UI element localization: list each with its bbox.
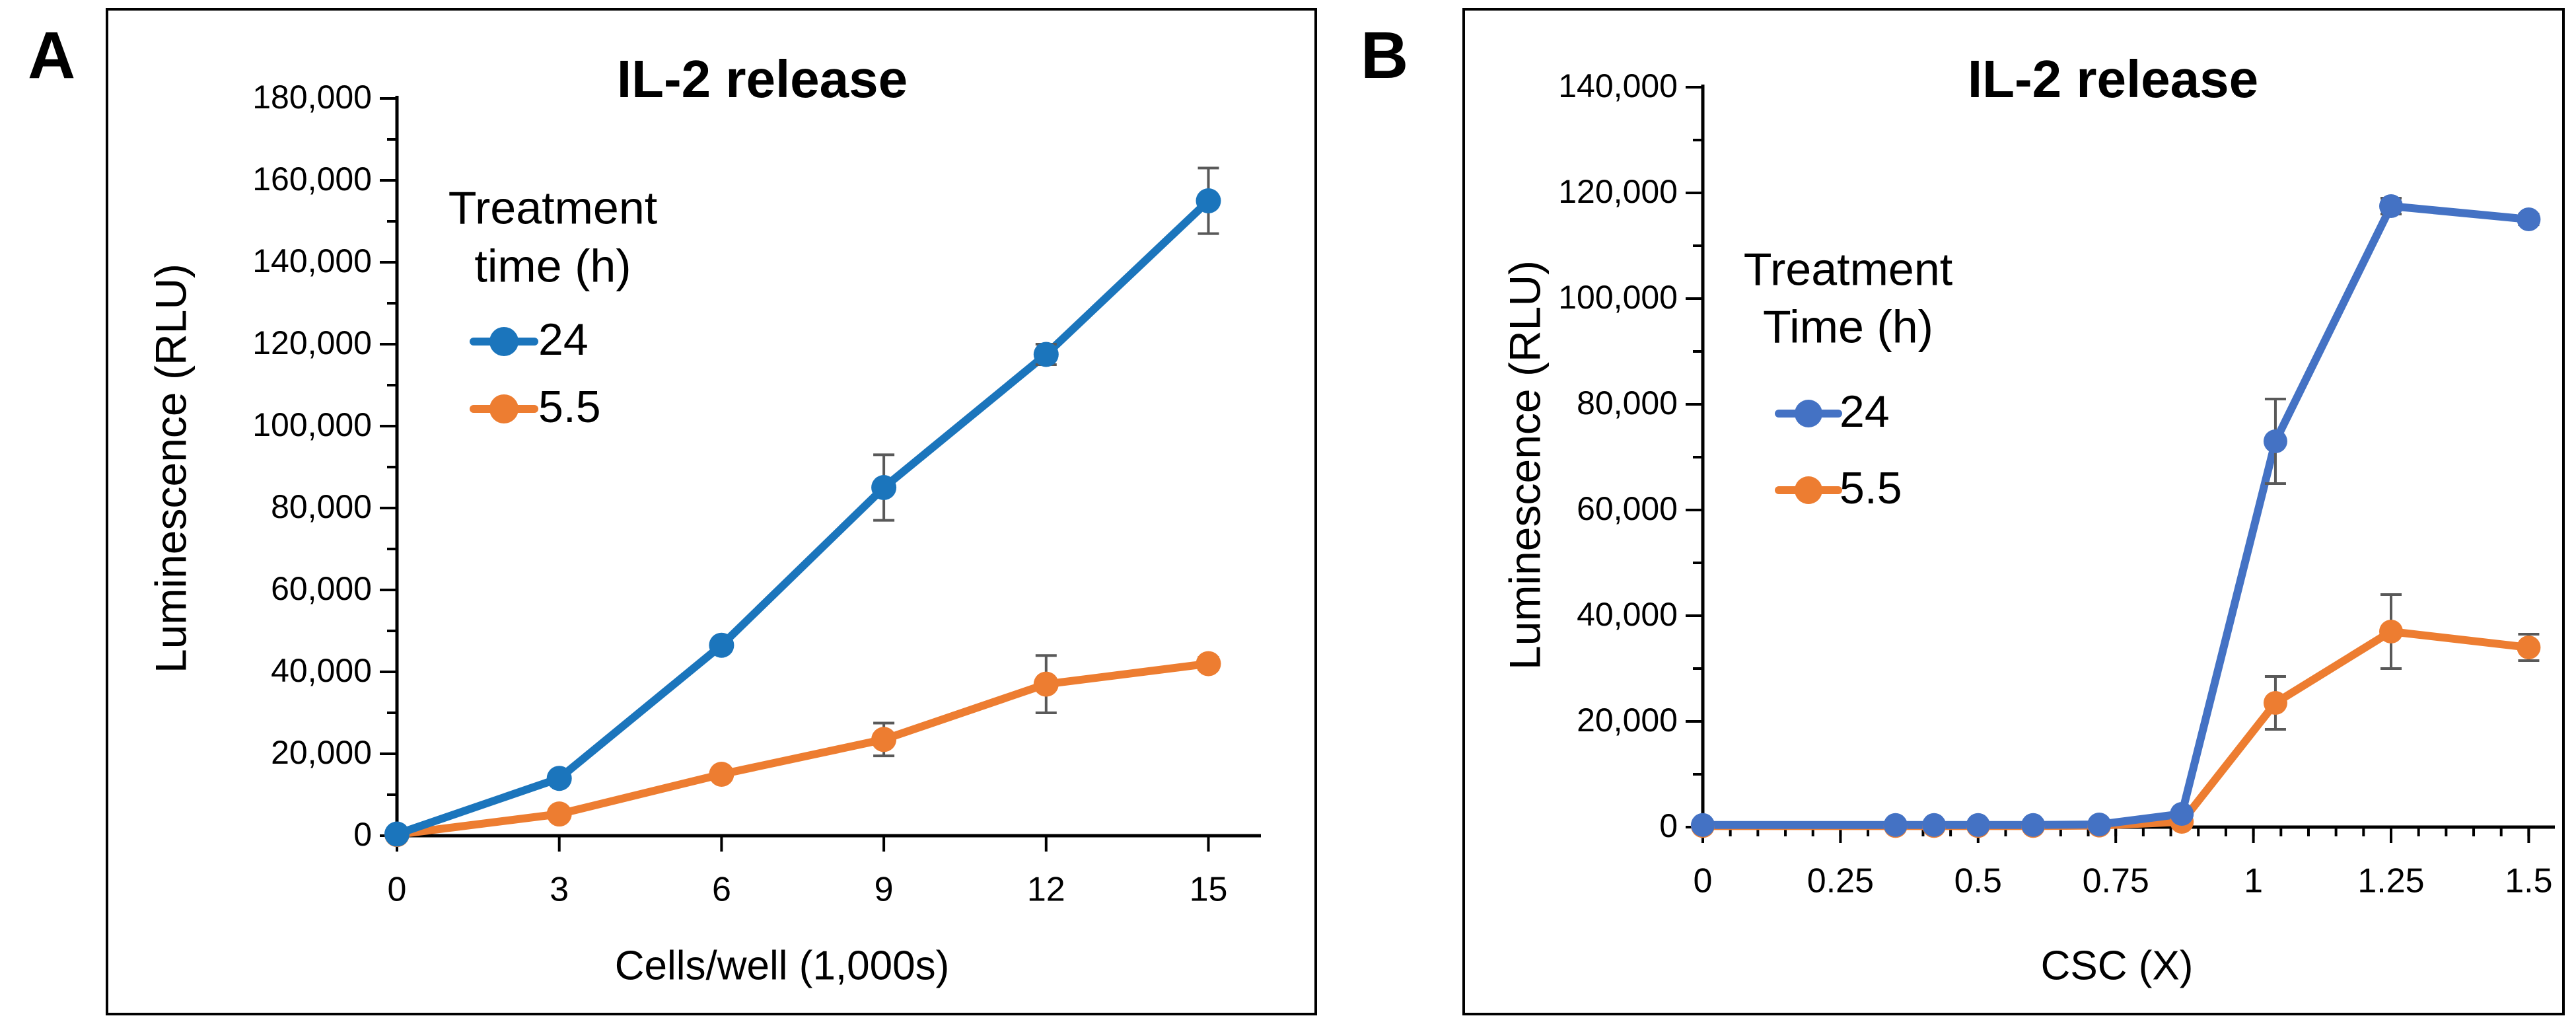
y-tick-label: 160,000 <box>252 161 372 198</box>
y-tick-label: 140,000 <box>252 242 372 279</box>
y-tick-label: 0 <box>1659 807 1678 844</box>
data-point-marker-5.5 <box>1196 651 1221 676</box>
series-line-5.5 <box>393 659 1213 839</box>
x-tick-label: 15 <box>1190 871 1228 909</box>
legend-title-line: time (h) <box>474 240 631 291</box>
legend-marker-dot-24 <box>489 327 519 356</box>
legend-entry-label: 5.5 <box>538 382 601 432</box>
y-tick-label: 80,000 <box>271 488 372 525</box>
x-tick-label: 1.25 <box>2357 862 2424 900</box>
chart-title: IL-2 release <box>617 50 908 108</box>
x-tick-label: 0 <box>388 871 407 909</box>
x-axis-title: CSC (X) <box>2041 943 2194 988</box>
y-tick-label: 0 <box>353 816 372 853</box>
x-tick-label: 1 <box>2244 862 2263 900</box>
y-tick-label: 120,000 <box>1558 173 1678 210</box>
panel-a-chart: 0 20,000 40,000 60,000 80,000 100,000 120,000 1… <box>146 50 1261 988</box>
data-point-marker-24 <box>2170 802 2194 826</box>
panel-b-chart: 0 20,000 40,000 60,000 80,000 100,000 120,000 1… <box>1500 50 2555 988</box>
data-point-marker-5.5 <box>2263 691 2287 715</box>
y-tick-label: 140,000 <box>1558 67 1678 104</box>
data-point-marker-5.5 <box>1033 671 1059 697</box>
x-tick-label: 9 <box>875 871 894 909</box>
y-tick-label: 100,000 <box>1558 279 1678 316</box>
x-tick-label: 3 <box>550 871 569 909</box>
data-point-marker-24 <box>384 821 410 847</box>
y-tick-label: 20,000 <box>1577 702 1678 739</box>
data-point-marker-24 <box>1196 188 1221 213</box>
data-point-marker-5.5 <box>2517 636 2541 659</box>
y-tick-label: 80,000 <box>1577 384 1678 421</box>
data-point-marker-24 <box>2379 194 2403 218</box>
series-line-5.5 <box>1699 628 2533 830</box>
y-tick-label: 60,000 <box>1577 490 1678 527</box>
data-point-marker-5.5 <box>709 762 734 787</box>
y-tick-label: 100,000 <box>252 406 372 443</box>
x-tick-label: 0 <box>1694 862 1713 900</box>
legend-title-line: Treatment <box>1744 243 1952 295</box>
legend-marker-dot-5.5 <box>1795 476 1822 504</box>
data-point-marker-24 <box>1922 813 1947 837</box>
data-point-marker-24 <box>2263 429 2287 453</box>
data-point-marker-24 <box>2517 207 2541 231</box>
data-point-marker-24 <box>1033 342 1059 367</box>
series-line-24 <box>393 197 1213 838</box>
legend-title-line: Treatment <box>448 182 657 233</box>
legend-entry-label: 5.5 <box>1840 463 1902 513</box>
data-point-marker-5.5 <box>871 727 897 752</box>
y-axis-title: Luminescence (RLU) <box>1500 260 1549 670</box>
panel-a: 0 20,000 40,000 60,000 80,000 100,000 120,000 1… <box>106 8 1317 1015</box>
x-tick-label: 0.5 <box>1954 862 2002 900</box>
data-point-marker-24 <box>546 766 572 791</box>
legend-title-line: Time (h) <box>1763 301 1933 352</box>
y-tick-label: 60,000 <box>271 570 372 607</box>
data-point-marker-24 <box>1883 813 1908 837</box>
panel-a-label: A <box>28 18 76 92</box>
y-tick-label: 180,000 <box>252 79 372 116</box>
data-point-marker-24 <box>2087 813 2112 836</box>
data-point-marker-24 <box>2021 813 2046 837</box>
y-tick-label: 120,000 <box>252 324 372 361</box>
series-line-24 <box>1699 202 2533 829</box>
y-axis-title: Luminescence (RLU) <box>146 264 195 673</box>
legend-marker-dot-24 <box>1795 400 1822 427</box>
x-tick-label: 0.75 <box>2083 862 2149 900</box>
x-tick-label: 1.5 <box>2505 862 2552 900</box>
data-point-marker-5.5 <box>2379 620 2403 643</box>
data-point-marker-24 <box>871 475 897 500</box>
x-tick-label: 6 <box>712 871 731 909</box>
y-tick-label: 40,000 <box>271 652 372 689</box>
data-point-marker-5.5 <box>546 801 572 827</box>
panel-b-label: B <box>1361 18 1409 92</box>
legend-entry-label: 24 <box>1840 386 1890 437</box>
x-tick-label: 0.25 <box>1807 862 1874 900</box>
legend-entry-label: 24 <box>538 314 589 365</box>
chart-title: IL-2 release <box>1968 50 2258 108</box>
data-point-marker-24 <box>709 632 734 658</box>
data-point-marker-24 <box>1966 813 1990 837</box>
legend-marker-dot-5.5 <box>489 394 519 423</box>
data-point-marker-24 <box>1691 813 1715 837</box>
x-tick-label: 12 <box>1027 871 1065 909</box>
y-tick-label: 40,000 <box>1577 596 1678 633</box>
panel-b: 0 20,000 40,000 60,000 80,000 100,000 120,000 1… <box>1462 8 2565 1015</box>
y-tick-label: 20,000 <box>271 734 372 771</box>
x-axis-title: Cells/well (1,000s) <box>615 943 950 988</box>
